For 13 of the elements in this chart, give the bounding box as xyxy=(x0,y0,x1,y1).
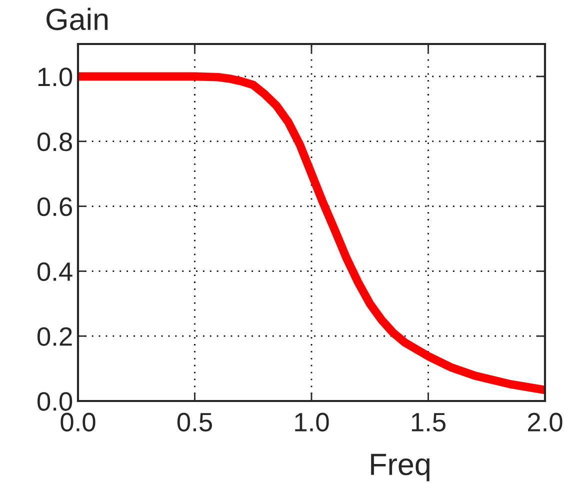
x-tick-label: 0.5 xyxy=(177,412,212,432)
x-tick-label: 0.0 xyxy=(60,412,96,432)
x-axis-title: Freq xyxy=(371,454,430,482)
x-tick-label: 1.0 xyxy=(295,412,329,432)
y-tick-label: 0.8 xyxy=(37,132,72,152)
x-tick-label: 2.0 xyxy=(528,412,562,432)
y-tick-label: 0.4 xyxy=(37,262,72,282)
y-tick-label: 0.0 xyxy=(37,392,72,411)
y-tick-label: 0.2 xyxy=(37,327,72,346)
x-tick-label: 1.5 xyxy=(412,413,446,432)
y-tick-label: 0.6 xyxy=(37,197,72,216)
y-axis-title: Gain xyxy=(46,8,108,30)
y-tick-label: 1.0 xyxy=(38,68,72,86)
